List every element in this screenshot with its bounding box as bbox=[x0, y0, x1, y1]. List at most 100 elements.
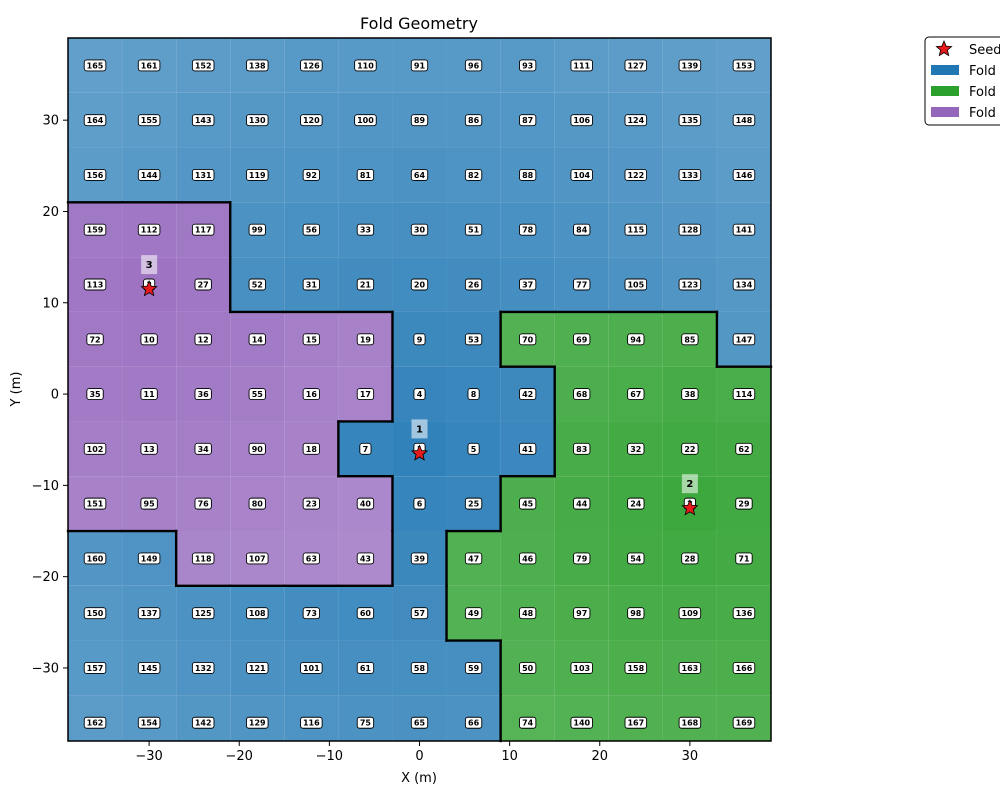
cell-id-box bbox=[246, 607, 269, 620]
cell-id-label: 13 bbox=[144, 445, 155, 454]
cell-id-box bbox=[624, 662, 648, 674]
cell-id-label: 29 bbox=[738, 500, 750, 509]
cell-id-box bbox=[140, 388, 158, 401]
cell-id-label: 34 bbox=[198, 445, 210, 454]
cell-id-box bbox=[194, 278, 212, 291]
cell-id-box bbox=[519, 168, 537, 181]
chart-title: Fold Geometry bbox=[360, 14, 478, 33]
cell-id-label: 128 bbox=[682, 226, 699, 235]
cell-id-box bbox=[248, 333, 266, 346]
cell-id-box bbox=[248, 497, 266, 510]
cell-id-label: 162 bbox=[87, 719, 104, 728]
cell-id-box bbox=[732, 716, 756, 729]
cell-id-label: 71 bbox=[738, 554, 750, 563]
cell-id-box bbox=[86, 333, 104, 346]
cell-id-box bbox=[137, 716, 161, 729]
cell-id-label: 110 bbox=[357, 61, 374, 70]
cell-id-label: 148 bbox=[736, 116, 753, 125]
cell-id-label: 78 bbox=[522, 226, 534, 235]
cell-id-label: 104 bbox=[573, 171, 590, 180]
cell-id-label: 47 bbox=[468, 554, 479, 563]
cell-id-box bbox=[624, 114, 648, 127]
cell-id-box bbox=[519, 716, 537, 729]
cell-id-label: 11 bbox=[144, 390, 156, 399]
cell-id-box bbox=[464, 662, 483, 674]
cell-id-box bbox=[732, 59, 756, 72]
cell-id-box bbox=[627, 333, 645, 346]
cell-id-box bbox=[464, 607, 483, 620]
fold-boundaries bbox=[66, 201, 773, 743]
cell-id-box bbox=[681, 552, 699, 565]
cell-id-box bbox=[83, 552, 107, 565]
cell-id-label: 6 bbox=[417, 500, 423, 509]
cell-id-box bbox=[413, 497, 426, 510]
cell-id-label: 101 bbox=[303, 664, 320, 673]
legend-label: Fold bbox=[969, 106, 996, 121]
cell-id-label: 155 bbox=[141, 116, 158, 125]
cell-id-label: 75 bbox=[360, 719, 372, 728]
cell-id-label: 25 bbox=[468, 500, 480, 509]
cell-id-box bbox=[302, 607, 320, 620]
cell-id-box bbox=[83, 114, 107, 127]
cell-id-box bbox=[681, 442, 699, 455]
x-axis-label: X (m) bbox=[401, 771, 437, 786]
cell-id-label: 129 bbox=[249, 719, 266, 728]
cell-id-label: 56 bbox=[306, 226, 318, 235]
cell-id-box bbox=[732, 662, 756, 674]
cell-id-label: 97 bbox=[576, 609, 587, 618]
cell-id-label: 95 bbox=[144, 500, 156, 509]
cell-id-box bbox=[464, 278, 483, 291]
cell-id-box bbox=[356, 662, 375, 674]
y-tick-label: −30 bbox=[32, 661, 59, 676]
cell-id-label: 23 bbox=[306, 500, 317, 509]
cell-id-box bbox=[191, 114, 215, 127]
cell-id-box bbox=[83, 442, 107, 455]
cell-id-box bbox=[302, 388, 320, 401]
cell-id-box bbox=[519, 59, 537, 72]
cell-id-label: 108 bbox=[249, 609, 266, 618]
cell-id-label: 113 bbox=[87, 281, 104, 290]
x-tick-label: 30 bbox=[682, 749, 699, 764]
cell-id-box bbox=[519, 442, 537, 455]
cell-id-label: 79 bbox=[576, 554, 588, 563]
cell-id-label: 49 bbox=[468, 609, 480, 618]
cell-id-label: 32 bbox=[630, 445, 641, 454]
cell-id-label: 130 bbox=[249, 116, 266, 125]
y-axis-ticks: −30 −20 −10 0 10 20 30 bbox=[32, 114, 68, 676]
cell-id-label: 106 bbox=[573, 116, 590, 125]
cell-id-box bbox=[83, 497, 107, 510]
cell-id-label: 84 bbox=[576, 226, 588, 235]
cell-id-box bbox=[191, 552, 215, 565]
cell-id-label: 76 bbox=[198, 500, 210, 509]
cell-id-label: 92 bbox=[306, 171, 317, 180]
cell-id-label: 45 bbox=[522, 500, 534, 509]
cell-id-box bbox=[354, 59, 377, 72]
cell-id-label: 38 bbox=[684, 390, 696, 399]
x-tick-label: 20 bbox=[591, 749, 608, 764]
cell-id-label: 109 bbox=[682, 609, 699, 618]
cell-id-box bbox=[573, 607, 591, 620]
cell-id-label: 54 bbox=[630, 554, 642, 563]
cell-id-label: 118 bbox=[195, 554, 212, 563]
y-tick-label: −20 bbox=[32, 570, 59, 585]
cell-id-box bbox=[678, 168, 702, 181]
cell-id-label: 141 bbox=[736, 226, 753, 235]
cell-id-label: 165 bbox=[87, 61, 104, 70]
cell-id-box bbox=[570, 59, 593, 72]
cell-id-box bbox=[519, 278, 537, 291]
cell-id-box bbox=[413, 388, 426, 401]
cell-id-label: 65 bbox=[414, 719, 426, 728]
cell-id-label: 120 bbox=[303, 116, 320, 125]
cell-id-box bbox=[464, 333, 483, 346]
cell-id-box bbox=[732, 223, 756, 236]
cell-id-box bbox=[137, 59, 161, 72]
legend-label: Seed bbox=[969, 43, 1000, 58]
cell-id-box bbox=[300, 716, 323, 729]
cell-id-box bbox=[573, 497, 591, 510]
cell-id-box bbox=[191, 716, 215, 729]
cell-id-label: 107 bbox=[249, 554, 266, 563]
legend-fold-swatch bbox=[931, 86, 959, 96]
cell-id-box bbox=[410, 223, 429, 236]
cell-id-label: 93 bbox=[522, 61, 533, 70]
cell-id-label: 74 bbox=[522, 719, 534, 728]
